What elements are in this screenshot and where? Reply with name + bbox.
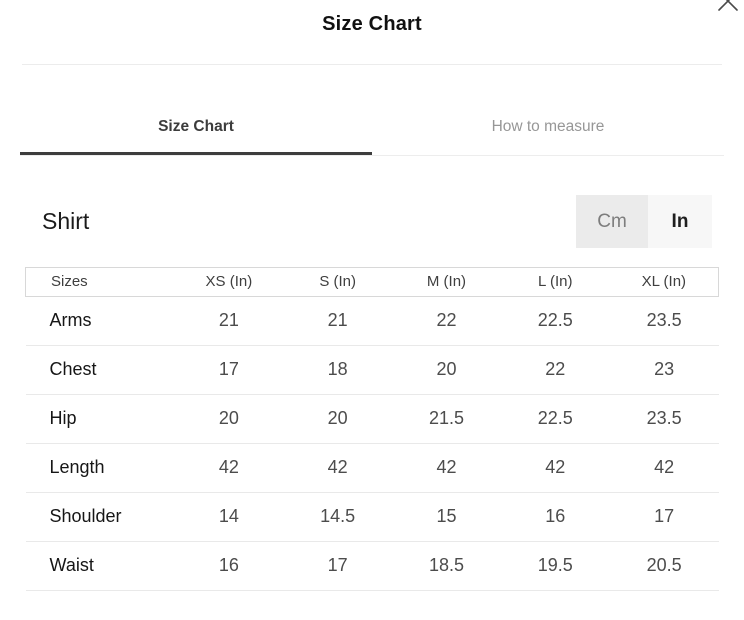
size-value: 23 [609, 345, 719, 395]
close-icon[interactable] [714, 0, 742, 15]
size-value: 18 [283, 345, 393, 395]
size-value: 22 [392, 296, 501, 346]
size-value: 15 [392, 492, 501, 542]
measurement-label: Length [25, 443, 175, 493]
column-header: L (In) [538, 273, 573, 290]
measurement-label: Waist [25, 541, 175, 591]
size-value: 42 [392, 443, 501, 493]
size-value: 17 [609, 492, 719, 542]
modal-header: Size Chart [0, 0, 744, 64]
measurement-label: Hip [25, 394, 175, 444]
garment-heading: Shirt [42, 208, 90, 234]
size-value: 42 [283, 443, 393, 493]
column-header: M (In) [426, 273, 467, 290]
size-value: 42 [174, 443, 284, 493]
size-value: 18.5 [392, 541, 501, 591]
modal-title: Size Chart [322, 13, 422, 35]
size-value: 23.5 [609, 296, 719, 346]
size-value: 20 [283, 394, 393, 444]
column-header: S (In) [319, 273, 357, 290]
size-value: 22 [500, 345, 610, 395]
size-value: 42 [609, 443, 719, 493]
size-value: 22.5 [500, 394, 610, 444]
measurement-label: Shoulder [25, 492, 175, 542]
column-header: XL (In) [641, 273, 687, 290]
size-value: 14 [174, 492, 284, 542]
size-value: 20.5 [609, 541, 719, 591]
size-value: 16 [174, 541, 284, 591]
size-value: 21 [283, 296, 393, 346]
table-row: Arms 21 21 22 22.5 23.5 [25, 296, 719, 346]
size-value: 17 [174, 345, 284, 395]
size-value: 23.5 [609, 394, 719, 444]
header-divider [22, 64, 722, 65]
column-header: XS (In) [205, 273, 253, 290]
size-value: 21.5 [392, 394, 501, 444]
unit-cm-button[interactable]: Cm [576, 195, 648, 248]
table-row: Shoulder 14 14.5 15 16 17 [25, 492, 719, 542]
size-value: 19.5 [500, 541, 610, 591]
unit-toggle: Cm In [576, 195, 712, 248]
measurement-label: Chest [25, 345, 175, 395]
column-header-sizes: Sizes [51, 273, 88, 290]
size-value: 17 [283, 541, 393, 591]
table-row: Length 42 42 42 42 42 [25, 443, 719, 493]
table-row: Hip 20 20 21.5 22.5 23.5 [25, 394, 719, 444]
table-row: Chest 17 18 20 22 23 [25, 345, 719, 395]
size-value: 21 [174, 296, 284, 346]
size-value: 42 [500, 443, 610, 493]
size-table: Sizes XS (In) S (In) M (In) L (In) XL (In) Ar… [25, 267, 719, 591]
size-value: 20 [174, 394, 284, 444]
section-header: Shirt Cm In [42, 195, 712, 248]
table-row: Waist 16 17 18.5 19.5 20.5 [25, 541, 719, 591]
measurement-label: Arms [25, 296, 175, 346]
tab-bar: Size Chart How to measure [20, 65, 724, 156]
size-value: 22.5 [500, 296, 610, 346]
size-table-body: Arms 21 21 22 22.5 23.5 Chest 17 18 20 22 23 Hip 20 20… [25, 296, 719, 591]
unit-in-button[interactable]: In [648, 195, 712, 248]
size-table-header-row: Sizes XS (In) S (In) M (In) L (In) XL (In) [25, 267, 719, 297]
tab-how-to-measure[interactable]: How to measure [491, 118, 605, 135]
size-value: 14.5 [283, 492, 393, 542]
tab-size-chart[interactable]: Size Chart [20, 65, 372, 155]
size-value: 20 [392, 345, 501, 395]
size-value: 16 [500, 492, 610, 542]
